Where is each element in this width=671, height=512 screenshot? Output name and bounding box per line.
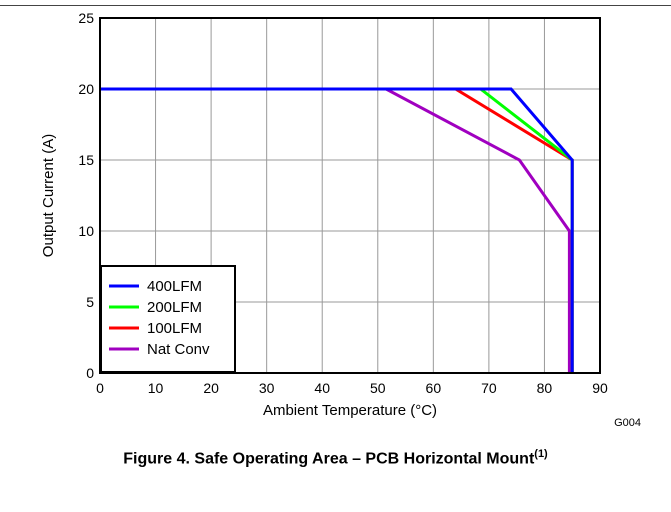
x-tick-label: 50 <box>370 380 386 396</box>
y-tick-label: 0 <box>86 365 94 381</box>
x-tick-label: 0 <box>96 380 104 396</box>
y-tick-label: 10 <box>78 223 94 239</box>
y-tick-label: 15 <box>78 152 94 168</box>
y-tick-label: 5 <box>86 294 94 310</box>
x-tick-label: 80 <box>537 380 553 396</box>
y-tick-label: 20 <box>78 81 94 97</box>
legend-box <box>100 265 236 373</box>
x-tick-label: 90 <box>592 380 608 396</box>
y-axis-label: Output Current (A) <box>40 134 57 257</box>
figure-caption: Figure 4. Safe Operating Area – PCB Hori… <box>0 448 671 468</box>
x-tick-label: 30 <box>259 380 275 396</box>
top-rule <box>0 5 671 6</box>
series-line-400lfm <box>100 87 574 373</box>
figure-id: G004 <box>614 417 641 429</box>
x-tick-label: 20 <box>203 380 219 396</box>
plot-frame <box>99 17 601 374</box>
x-tick-label: 70 <box>481 380 497 396</box>
x-axis-label: Ambient Temperature (°C) <box>263 402 437 419</box>
legend-label: Nat Conv <box>147 341 210 358</box>
legend-label: 400LFM <box>147 278 202 295</box>
x-tick-label: 40 <box>314 380 330 396</box>
caption-text: Figure 4. Safe Operating Area – PCB Hori… <box>123 450 535 468</box>
x-tick-label: 10 <box>148 380 164 396</box>
legend-label: 200LFM <box>147 299 202 316</box>
safe-operating-area-chart: 0 10 20 30 40 50 60 70 80 90 0 5 10 15 20 25 400LFM 200LF… <box>40 10 641 429</box>
legend-label: 100LFM <box>147 320 202 337</box>
y-tick-label: 25 <box>78 10 94 26</box>
caption-superscript: (1) <box>534 448 548 460</box>
x-tick-label: 60 <box>426 380 442 396</box>
